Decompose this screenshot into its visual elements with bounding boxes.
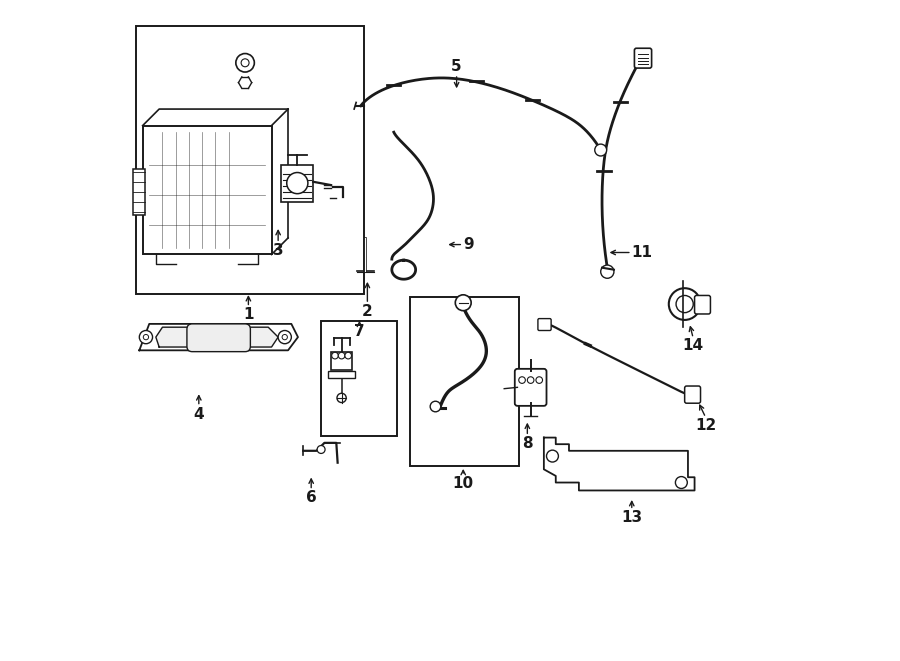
Text: 12: 12 xyxy=(695,418,716,433)
Circle shape xyxy=(317,446,325,453)
Text: 8: 8 xyxy=(522,436,533,451)
Text: 3: 3 xyxy=(273,243,284,258)
FancyBboxPatch shape xyxy=(515,369,546,406)
Circle shape xyxy=(527,377,534,383)
Circle shape xyxy=(241,59,249,67)
Bar xyxy=(132,169,145,215)
Text: 10: 10 xyxy=(453,476,473,491)
Circle shape xyxy=(430,401,441,412)
Circle shape xyxy=(536,377,543,383)
FancyBboxPatch shape xyxy=(634,48,652,68)
Text: 4: 4 xyxy=(194,407,204,422)
FancyBboxPatch shape xyxy=(187,324,250,352)
Circle shape xyxy=(282,334,287,340)
Text: 5: 5 xyxy=(451,59,462,74)
Text: 2: 2 xyxy=(362,304,373,319)
Circle shape xyxy=(455,295,472,311)
Circle shape xyxy=(338,352,345,359)
Bar xyxy=(410,297,519,466)
Bar xyxy=(142,126,272,254)
Text: 9: 9 xyxy=(464,237,473,252)
FancyBboxPatch shape xyxy=(685,386,700,403)
Circle shape xyxy=(143,334,148,340)
Polygon shape xyxy=(156,327,278,347)
Circle shape xyxy=(236,54,255,72)
Text: 7: 7 xyxy=(354,324,364,339)
Circle shape xyxy=(669,288,700,320)
Circle shape xyxy=(287,173,308,194)
Bar xyxy=(282,165,313,202)
Bar xyxy=(136,26,364,294)
Circle shape xyxy=(518,377,526,383)
Text: 13: 13 xyxy=(621,510,643,525)
FancyBboxPatch shape xyxy=(538,319,551,330)
Text: 14: 14 xyxy=(683,338,704,354)
Bar xyxy=(331,352,352,370)
Circle shape xyxy=(332,352,338,359)
Bar xyxy=(328,371,355,378)
Circle shape xyxy=(675,477,688,488)
Text: 6: 6 xyxy=(306,490,317,506)
Text: 11: 11 xyxy=(632,245,652,260)
Circle shape xyxy=(140,330,153,344)
Circle shape xyxy=(546,450,558,462)
Circle shape xyxy=(278,330,292,344)
Polygon shape xyxy=(140,324,298,350)
Text: 1: 1 xyxy=(243,307,254,323)
Bar xyxy=(321,321,397,436)
Circle shape xyxy=(600,265,614,278)
Circle shape xyxy=(595,144,607,156)
Circle shape xyxy=(345,352,352,359)
FancyBboxPatch shape xyxy=(695,295,710,314)
Polygon shape xyxy=(544,438,695,490)
Circle shape xyxy=(676,295,693,313)
Circle shape xyxy=(337,393,347,403)
